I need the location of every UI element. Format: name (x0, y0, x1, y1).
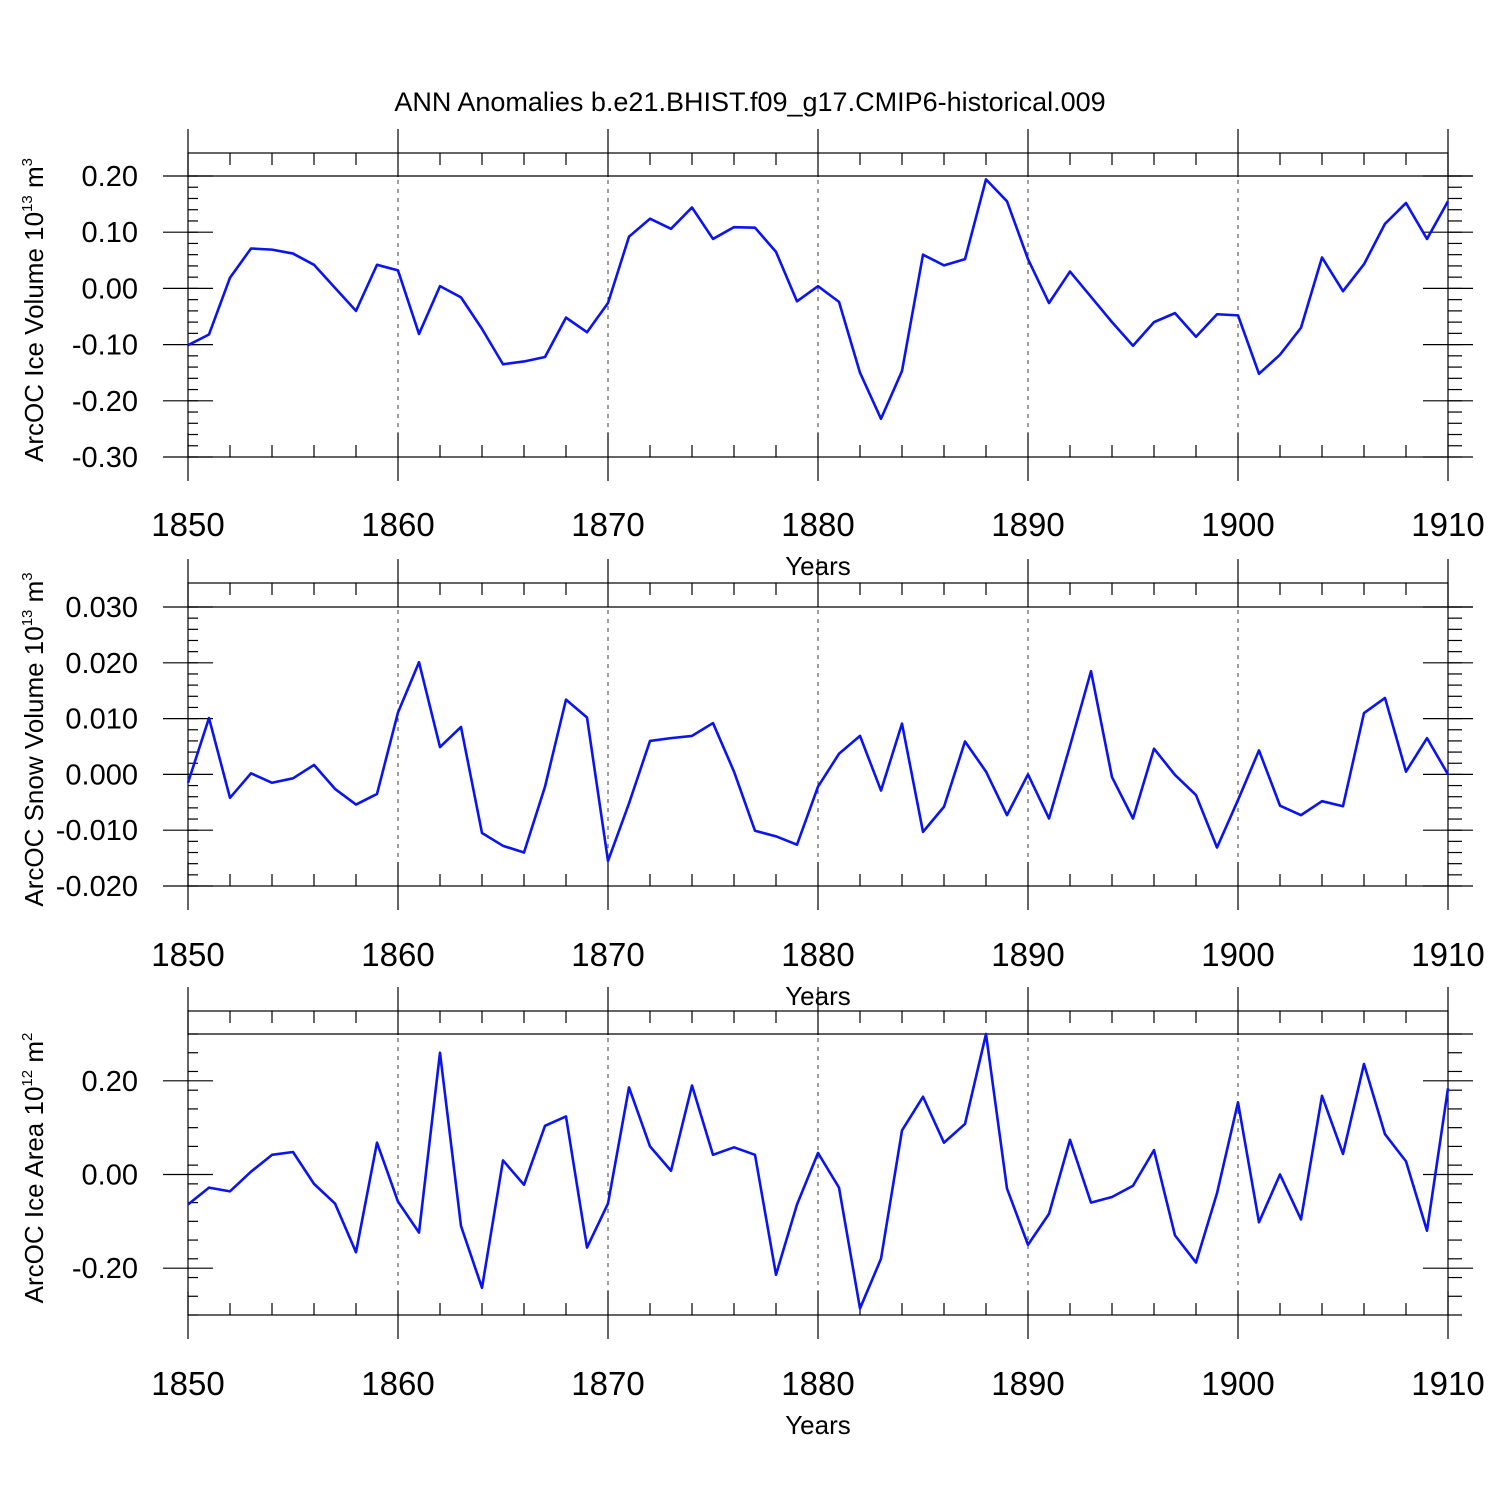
x-tick-label: 1880 (781, 936, 854, 973)
y-tick-label: -0.010 (56, 815, 138, 847)
y-tick-label: 0.010 (65, 704, 138, 736)
x-tick-label: 1860 (361, 1365, 434, 1402)
x-tick-label: 1850 (151, 506, 224, 543)
y-tick-label: 0.10 (82, 217, 138, 249)
x-tick-label: 1870 (571, 936, 644, 973)
x-tick-label: 1910 (1411, 506, 1484, 543)
y-tick-label: -0.020 (56, 871, 138, 903)
x-tick-label: 1850 (151, 1365, 224, 1402)
y-axis-label: ArcOC Snow Volume 1013 m3 (19, 572, 49, 906)
y-tick-label: 0.00 (82, 273, 138, 305)
series-line (187, 178, 1450, 421)
x-tick-label: 1900 (1201, 1365, 1274, 1402)
y-tick-label: -0.10 (72, 330, 138, 362)
x-tick-label: 1850 (151, 936, 224, 973)
y-tick-label: 0.020 (65, 648, 138, 680)
x-tick-label: 1860 (361, 506, 434, 543)
y-tick-label: 0.20 (82, 161, 138, 193)
x-tick-label: 1880 (781, 506, 854, 543)
y-tick-label: 0.030 (65, 592, 138, 624)
y-tick-label: -0.20 (72, 386, 138, 418)
x-tick-label: 1880 (781, 1365, 854, 1402)
series-line (187, 1032, 1450, 1310)
panel-2: 1850 1860 1870 1880 1890 1900 1910Years0.0300.… (19, 559, 1485, 1011)
y-axis-label: ArcOC Ice Area 1012 m2 (19, 1033, 49, 1304)
x-tick-label: 1900 (1201, 936, 1274, 973)
y-axis-label: ArcOC Ice Volume 1013 m3 (19, 158, 49, 462)
panel-1: 1850 1860 1870 1880 1890 1900 1910Years0.200.1… (19, 129, 1485, 581)
chart-title: ANN Anomalies b.e21.BHIST.f09_g17.CMIP6-… (394, 87, 1105, 117)
y-tick-label: 0.20 (82, 1066, 138, 1098)
y-tick-label: 0.00 (82, 1160, 138, 1192)
series-line (186, 660, 1450, 863)
x-tick-label: 1900 (1201, 506, 1274, 543)
x-tick-label: 1890 (991, 1365, 1064, 1402)
x-tick-label: 1860 (361, 936, 434, 973)
x-tick-label: 1890 (991, 506, 1064, 543)
y-tick-label: -0.30 (72, 442, 138, 474)
panel-3: 1850 1860 1870 1880 1890 1900 1910 Years 0.20 0.0… (19, 987, 1485, 1440)
x-axis-label: Years (785, 1410, 851, 1440)
y-tick-label: 0.000 (65, 759, 138, 791)
x-tick-label: 1870 (571, 506, 644, 543)
x-tick-label: 1890 (991, 936, 1064, 973)
y-tick-label: -0.20 (72, 1253, 138, 1285)
x-tick-label: 1870 (571, 1365, 644, 1402)
x-tick-label: 1910 (1411, 936, 1484, 973)
x-tick-label: 1910 (1411, 1365, 1484, 1402)
